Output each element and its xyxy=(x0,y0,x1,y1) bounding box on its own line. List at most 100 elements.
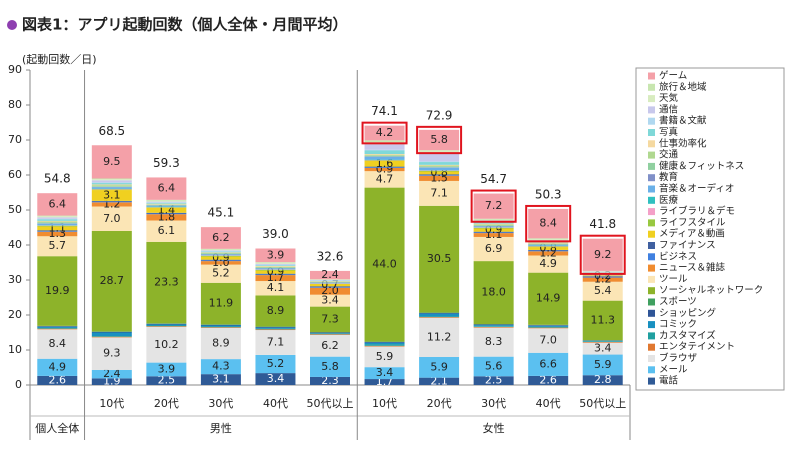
bar-segment xyxy=(419,165,459,166)
bar-segment xyxy=(474,225,514,226)
bar-segment xyxy=(201,252,241,253)
bar-segment xyxy=(310,334,350,335)
data-label: 9.5 xyxy=(103,155,121,168)
bar-segment xyxy=(92,182,132,183)
bar-segment xyxy=(92,179,132,180)
bar-segment xyxy=(528,246,568,247)
legend-label: ショッピング xyxy=(659,307,717,319)
bar-segment xyxy=(255,328,295,329)
bar-segment xyxy=(92,333,132,337)
bar-segment xyxy=(419,161,459,162)
bar-segment xyxy=(255,263,295,264)
bar-segment xyxy=(37,217,77,218)
bar-segment xyxy=(37,223,77,224)
bar-segment xyxy=(37,327,77,328)
bar-segment xyxy=(146,203,186,204)
bar-segment xyxy=(146,324,186,325)
bar-segment xyxy=(528,244,568,245)
legend-swatch xyxy=(648,129,655,136)
legend-label: 写真 xyxy=(659,126,678,138)
bar-segment xyxy=(146,326,186,327)
bar-segment xyxy=(419,166,459,167)
total-label: 68.5 xyxy=(98,124,125,138)
bar-segment xyxy=(528,325,568,326)
bar-segment xyxy=(365,160,405,161)
data-label: 6.1 xyxy=(158,224,176,237)
y-tick-label: 80 xyxy=(8,98,22,111)
legend-label: エンタテイメント xyxy=(659,342,735,353)
bar-segment xyxy=(528,239,568,240)
total-label: 39.0 xyxy=(262,227,289,241)
data-label: 4.3 xyxy=(212,360,230,373)
total-label: 32.6 xyxy=(317,249,344,263)
legend-swatch xyxy=(648,366,655,373)
bar-segment xyxy=(37,224,77,225)
bar-segment xyxy=(474,219,514,220)
bar-segment xyxy=(419,314,459,317)
data-label: 7.3 xyxy=(321,312,339,325)
legend-swatch xyxy=(648,310,655,317)
data-label: 3.4 xyxy=(267,372,285,385)
legend-label: メール xyxy=(659,364,688,375)
bar-segment xyxy=(365,344,405,345)
bar-segment xyxy=(474,224,514,225)
data-label: 6.6 xyxy=(539,357,557,370)
bar-segment xyxy=(201,251,241,252)
legend-swatch xyxy=(648,106,655,113)
data-label: 9.3 xyxy=(103,347,121,360)
bar-segment xyxy=(365,140,405,142)
bar-segment xyxy=(255,265,295,266)
legend-label: 天気 xyxy=(659,92,679,104)
y-tick-label: 60 xyxy=(8,168,22,181)
bar-segment xyxy=(146,207,186,208)
x-tick-label: 40代 xyxy=(536,397,561,410)
bar-segment xyxy=(365,144,405,150)
bar-segment xyxy=(255,262,295,263)
legend-label: ライフスタイル xyxy=(659,217,726,228)
legend-swatch xyxy=(648,163,655,170)
chart-title: 図表1：アプリ起動回数（個人全体・月間平均） xyxy=(22,16,347,34)
bar-segment xyxy=(146,206,186,207)
legend-label: ニュース＆雑誌 xyxy=(659,262,726,274)
legend-label: 旅行＆地域 xyxy=(659,81,707,93)
data-label: 6.9 xyxy=(485,242,503,255)
bar-segment xyxy=(419,150,459,151)
legend-label: 仕事効率化 xyxy=(659,137,707,149)
bar-segment xyxy=(37,226,77,227)
legend-swatch xyxy=(648,118,655,125)
data-label: 3.1 xyxy=(212,373,230,386)
legend-swatch xyxy=(648,174,655,181)
legend-swatch xyxy=(648,332,655,339)
legend-swatch xyxy=(648,321,655,328)
bar-segment xyxy=(419,316,459,317)
bar-segment xyxy=(474,219,514,220)
bar-segment xyxy=(474,325,514,326)
legend-label: 書籍＆文献 xyxy=(659,115,707,127)
bar-segment xyxy=(310,282,350,283)
data-label: 8.9 xyxy=(267,304,285,317)
data-label: 5.9 xyxy=(376,350,394,363)
data-label: 11.3 xyxy=(590,313,615,326)
legend-swatch xyxy=(648,152,655,159)
bar-segment xyxy=(255,266,295,267)
y-tick-label: 10 xyxy=(8,343,22,356)
bar-segment xyxy=(419,153,459,161)
data-label: 3.4 xyxy=(376,366,394,379)
bar-segment xyxy=(310,334,350,335)
bar-segment xyxy=(365,154,405,155)
bar-segment xyxy=(92,337,132,338)
y-tick-label: 20 xyxy=(8,308,22,321)
data-label: 10.2 xyxy=(154,338,179,351)
bar-segment xyxy=(365,151,405,155)
legend-label: ファイナンス xyxy=(659,240,716,251)
legend-label: メディア＆動画 xyxy=(659,228,725,240)
legend-swatch xyxy=(648,84,655,91)
bar-segment xyxy=(201,252,241,253)
data-label: 7.2 xyxy=(485,199,503,212)
data-label: 7.1 xyxy=(430,186,448,199)
bar-segment xyxy=(92,184,132,185)
data-label: 4.2 xyxy=(376,126,394,139)
data-label: 5.8 xyxy=(321,360,339,373)
data-label: 7.0 xyxy=(103,212,121,225)
bar-segment xyxy=(201,326,241,327)
